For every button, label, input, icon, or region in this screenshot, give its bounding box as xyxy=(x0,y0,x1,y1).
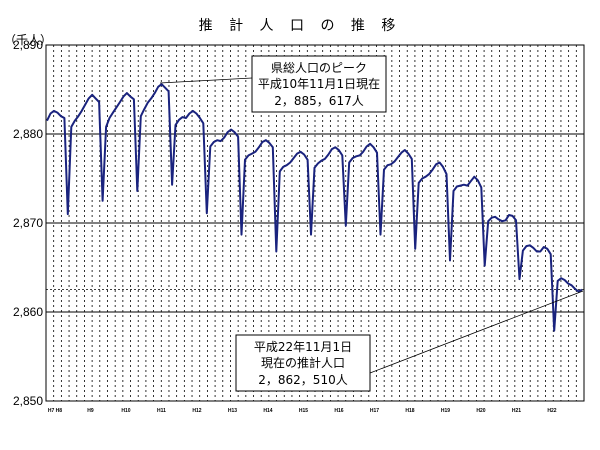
peak-annotation-line-2: 平成10年11月1日現在 xyxy=(258,77,380,91)
y-tick-label: 2,870 xyxy=(13,216,43,230)
y-tick-label: 2,880 xyxy=(13,127,43,141)
current-leader-line xyxy=(369,290,584,374)
peak-annotation-box: 県総人口のピーク 平成10年11月1日現在 2，885，617人 xyxy=(251,55,387,113)
x-tick-label: H10 xyxy=(121,408,130,414)
x-axis-ticks: H7 H8 H9 H10 H11 H12 H13 H14 H15 H16 H17 H18 H19 H20… xyxy=(48,408,557,414)
x-tick-label: H17 xyxy=(370,408,379,414)
current-annotation-line-3: 2，862，510人 xyxy=(258,373,347,387)
peak-annotation-line-1: 県総人口のピーク xyxy=(271,61,367,75)
x-tick-label: H9 xyxy=(87,408,94,414)
x-tick-label: H15 xyxy=(299,408,308,414)
x-tick-label: H16 xyxy=(334,408,343,414)
current-annotation-box: 平成22年11月1日 現在の推計人口 2，862，510人 xyxy=(235,334,371,392)
x-tick-label: H18 xyxy=(405,408,414,414)
y-axis-unit-label: （千人） xyxy=(4,33,52,47)
x-tick-label: H19 xyxy=(441,408,450,414)
population-series-line xyxy=(46,83,583,332)
x-tick-label: H13 xyxy=(228,408,237,414)
x-tick-label: H22 xyxy=(547,408,556,414)
x-tick-label: H20 xyxy=(476,408,485,414)
x-tick-label: H14 xyxy=(263,408,272,414)
current-annotation-line-1: 平成22年11月1日 xyxy=(254,340,352,354)
peak-leader-line xyxy=(159,77,253,84)
x-tick-label: H12 xyxy=(192,408,201,414)
x-tick-label: H21 xyxy=(512,408,521,414)
y-tick-label: 2,890 xyxy=(13,38,43,52)
x-tick-label: H7 H8 xyxy=(48,408,62,414)
y-axis-ticks: 2,890 2,880 2,870 2,860 2,850 xyxy=(13,38,43,408)
y-tick-label: 2,860 xyxy=(13,305,43,319)
chart-title: 推 計 人 口 の 推 移 xyxy=(199,18,402,34)
peak-annotation-line-3: 2，885，617人 xyxy=(274,94,363,108)
x-tick-label: H11 xyxy=(157,408,166,414)
y-tick-label: 2,850 xyxy=(13,394,43,408)
current-annotation-line-2: 現在の推計人口 xyxy=(261,355,345,370)
